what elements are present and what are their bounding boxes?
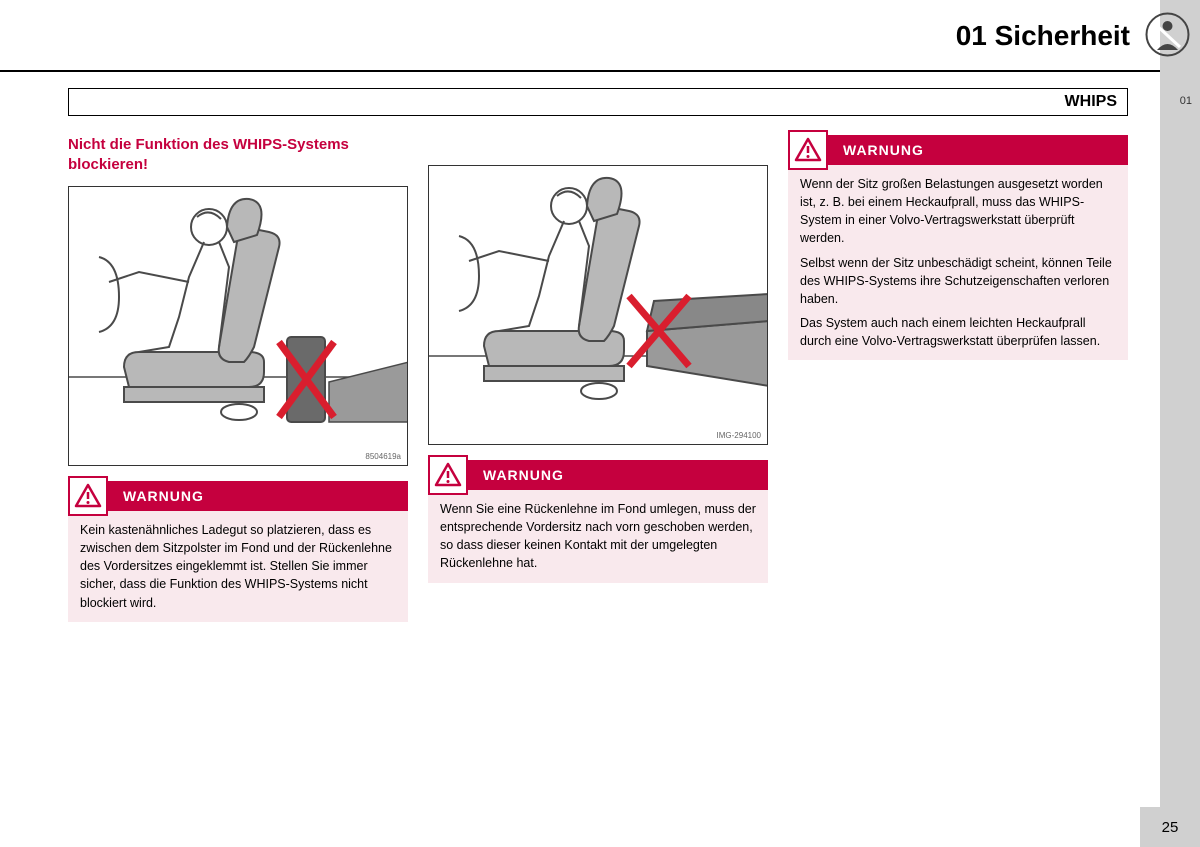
content-area: Nicht die Funktion des WHIPS-Systems blo… <box>68 135 1128 622</box>
warning-box-left: WARNUNG Kein kastenähnliches Ladegut so … <box>68 481 408 622</box>
page-number-value: 25 <box>1162 819 1179 836</box>
warning-text: Wenn der Sitz großen Belastungen ausgese… <box>800 175 1116 248</box>
warning-text: Kein kastenähnliches Ladegut so platzier… <box>80 521 396 612</box>
chapter-title: 01 Sicherheit <box>956 20 1130 52</box>
warning-triangle-icon <box>428 455 468 495</box>
warning-label-right: WARNUNG <box>843 142 924 158</box>
side-tab: 01 <box>1160 0 1200 847</box>
header-rule <box>0 70 1160 72</box>
subheading: Nicht die Funktion des WHIPS-Systems blo… <box>68 135 408 174</box>
side-tab-label: 01 <box>1180 95 1192 107</box>
warning-text: Selbst wenn der Sitz unbeschädigt schein… <box>800 254 1116 308</box>
warning-header-middle: WARNUNG <box>428 460 768 490</box>
column-right: WARNUNG Wenn der Sitz großen Belastungen… <box>788 135 1128 622</box>
page-number: 25 <box>1140 807 1200 847</box>
warning-body-left: Kein kastenähnliches Ladegut so platzier… <box>68 511 408 622</box>
warning-label-left: WARNUNG <box>123 488 204 504</box>
warning-header-left: WARNUNG <box>68 481 408 511</box>
warning-box-middle: WARNUNG Wenn Sie eine Rückenlehne im Fon… <box>428 460 768 583</box>
illustration-id-left: 8504619a <box>365 452 401 461</box>
warning-body-right: Wenn der Sitz großen Belastungen ausgese… <box>788 165 1128 360</box>
illustration-left: 8504619a <box>68 186 408 466</box>
illustration-right: IMG-294100 <box>428 165 768 445</box>
warning-label-middle: WARNUNG <box>483 467 564 483</box>
warning-body-middle: Wenn Sie eine Rückenlehne im Fond umlege… <box>428 490 768 583</box>
warning-text: Das System auch nach einem leichten Heck… <box>800 314 1116 350</box>
section-bar: WHIPS <box>68 88 1128 116</box>
warning-triangle-icon <box>788 130 828 170</box>
seatbelt-icon <box>1145 12 1190 57</box>
header: 01 Sicherheit <box>0 0 1200 70</box>
column-middle: IMG-294100 WARNUNG Wenn Sie eine Rückenl… <box>428 135 768 622</box>
warning-header-right: WARNUNG <box>788 135 1128 165</box>
section-title: WHIPS <box>1065 93 1117 111</box>
warning-text: Wenn Sie eine Rückenlehne im Fond umlege… <box>440 500 756 573</box>
illustration-id-right: IMG-294100 <box>717 431 761 440</box>
column-left: Nicht die Funktion des WHIPS-Systems blo… <box>68 135 408 622</box>
warning-box-right: WARNUNG Wenn der Sitz großen Belastungen… <box>788 135 1128 360</box>
warning-triangle-icon <box>68 476 108 516</box>
